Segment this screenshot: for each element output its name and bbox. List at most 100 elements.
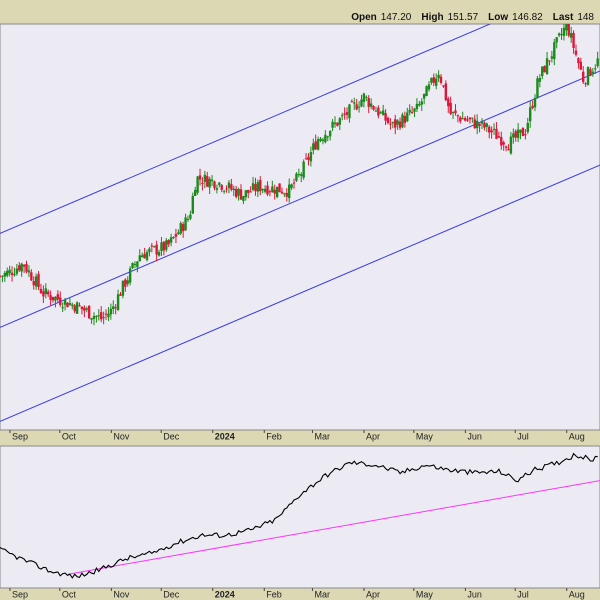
- candle-body: [15, 268, 19, 274]
- candle-body: [208, 178, 211, 188]
- x-tick-label: Apr: [366, 432, 380, 442]
- candle-body: [391, 122, 395, 124]
- x-tick-label: Dec: [163, 432, 180, 442]
- low-label: Low: [488, 11, 509, 23]
- candle-body: [507, 148, 510, 151]
- candle-body: [198, 175, 202, 180]
- candle-body: [435, 78, 438, 86]
- candle-body: [0, 275, 2, 277]
- candle-body: [341, 115, 344, 117]
- x-tick-label: Aug: [569, 432, 585, 442]
- candle-body: [95, 315, 98, 317]
- candle-body: [425, 86, 428, 97]
- candle-body: [514, 131, 517, 138]
- candle-body: [531, 105, 534, 108]
- x-tick-label-lower: Dec: [163, 590, 180, 600]
- trendline-channel-lower: [0, 164, 600, 422]
- candle-body: [406, 112, 409, 122]
- candle-body: [574, 50, 578, 55]
- candle-body: [80, 306, 84, 310]
- trendline-channel-upper: [0, 24, 492, 234]
- candle-body: [355, 104, 358, 110]
- candle-body: [275, 186, 279, 197]
- candle-body: [422, 93, 426, 99]
- x-tick-label-lower: Nov: [113, 590, 130, 600]
- candle-body: [403, 115, 407, 123]
- candle-body: [160, 242, 163, 252]
- candle-body: [186, 218, 190, 220]
- candle-body: [519, 129, 522, 133]
- price-plot-area: [0, 24, 600, 422]
- x-tick-label-lower: Apr: [366, 590, 380, 600]
- candle-body: [468, 117, 472, 120]
- candle-body: [71, 304, 74, 307]
- candle-body: [51, 296, 55, 301]
- candle-body: [37, 274, 40, 288]
- candle-body: [478, 123, 481, 126]
- indicator-trendline: [68, 480, 600, 575]
- candle-body: [153, 246, 156, 248]
- candle-body: [206, 176, 209, 187]
- candle-body: [449, 102, 452, 115]
- candle-body: [22, 264, 26, 267]
- candle-body: [319, 138, 322, 141]
- candle-body: [345, 112, 349, 115]
- x-tick-label: Mar: [314, 432, 330, 442]
- x-tick-label: Nov: [113, 432, 130, 442]
- candle-body: [495, 128, 498, 140]
- candle-body: [456, 115, 460, 117]
- candle-body: [107, 313, 110, 318]
- candle-body: [68, 303, 72, 305]
- candle-body: [85, 308, 88, 310]
- candle-body: [560, 34, 563, 36]
- candle-body: [401, 114, 404, 128]
- candle-body: [526, 122, 529, 133]
- x-tick-label-lower: Sep: [12, 590, 28, 600]
- candle-body: [78, 305, 81, 307]
- candle-body: [548, 60, 551, 62]
- candle-body: [389, 123, 392, 125]
- candle-body: [191, 195, 194, 214]
- candle-body: [42, 291, 45, 297]
- candle-body: [150, 245, 154, 247]
- candle-body: [251, 183, 255, 190]
- candle-body: [18, 265, 21, 271]
- x-tick-label-lower: May: [416, 590, 434, 600]
- candle-body: [285, 192, 288, 197]
- candle-body: [249, 191, 252, 193]
- open-value: 147.20: [380, 11, 412, 23]
- candle-body: [136, 261, 139, 268]
- candle-body: [148, 248, 151, 253]
- candle-body: [162, 241, 166, 251]
- candle-body: [259, 180, 262, 192]
- candle-body: [268, 191, 272, 193]
- candle-body: [138, 255, 141, 262]
- candle-body: [292, 182, 296, 184]
- candle-body: [521, 127, 525, 137]
- candle-body: [116, 294, 120, 310]
- candle-body: [365, 96, 368, 98]
- candle-body: [75, 302, 79, 314]
- candle-body: [473, 119, 476, 129]
- candle-body: [483, 122, 486, 128]
- candle-body: [475, 120, 479, 129]
- candle-body: [196, 176, 199, 193]
- candle-body: [569, 33, 573, 38]
- candle-body: [295, 173, 298, 181]
- candle-body: [210, 179, 214, 182]
- candle-body: [13, 274, 16, 276]
- candle-body: [584, 83, 587, 85]
- candle-body: [350, 101, 354, 103]
- candle-body: [172, 236, 175, 239]
- x-tick-label: May: [416, 432, 434, 442]
- candle-body: [145, 252, 149, 260]
- candle-body: [418, 103, 421, 106]
- candle-body: [34, 276, 38, 287]
- candle-body: [596, 58, 599, 67]
- candle-body: [550, 56, 554, 59]
- candle-body: [459, 117, 462, 122]
- candle-body: [586, 67, 590, 85]
- candle-body: [343, 113, 346, 115]
- x-tick-label-lower: Jul: [517, 590, 529, 600]
